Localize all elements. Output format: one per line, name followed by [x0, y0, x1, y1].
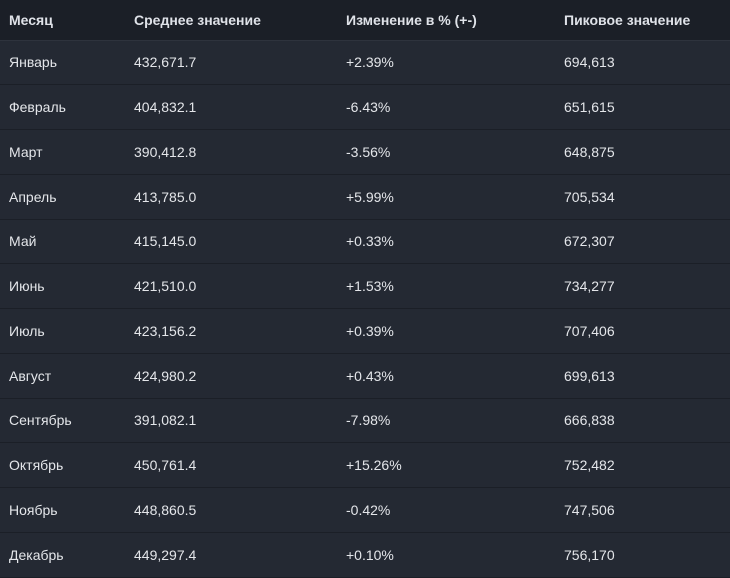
table-header: Месяц Среднее значение Изменение в % (+-…: [0, 0, 730, 41]
peak-cell: 752,482: [555, 442, 730, 488]
change-cell: -7.98%: [337, 398, 555, 444]
average-cell: 423,156.2: [125, 308, 337, 354]
month-cell: Декабрь: [0, 532, 125, 578]
month-cell: Сентябрь: [0, 398, 125, 444]
change-cell: +5.99%: [337, 174, 555, 220]
column-header-average: Среднее значение: [125, 0, 337, 41]
peak-cell: 705,534: [555, 174, 730, 220]
average-cell: 432,671.7: [125, 40, 337, 86]
change-cell: +0.39%: [337, 308, 555, 354]
change-cell: -6.43%: [337, 84, 555, 130]
peak-cell: 699,613: [555, 353, 730, 399]
month-cell: Август: [0, 353, 125, 399]
average-cell: 424,980.2: [125, 353, 337, 399]
average-cell: 390,412.8: [125, 129, 337, 175]
table-row: Май 415,145.0 +0.33% 672,307: [0, 219, 730, 265]
peak-cell: 747,506: [555, 487, 730, 533]
peak-cell: 666,838: [555, 398, 730, 444]
peak-cell: 734,277: [555, 263, 730, 309]
peak-cell: 756,170: [555, 532, 730, 578]
average-cell: 450,761.4: [125, 442, 337, 488]
table-row: Июль 423,156.2 +0.39% 707,406: [0, 308, 730, 354]
change-cell: +1.53%: [337, 263, 555, 309]
month-cell: Июнь: [0, 263, 125, 309]
table-row: Октябрь 450,761.4 +15.26% 752,482: [0, 442, 730, 488]
table-row: Сентябрь 391,082.1 -7.98% 666,838: [0, 398, 730, 444]
table-row: Декабрь 449,297.4 +0.10% 756,170: [0, 532, 730, 578]
month-cell: Апрель: [0, 174, 125, 220]
change-cell: +2.39%: [337, 40, 555, 86]
column-header-month: Месяц: [0, 0, 125, 41]
column-header-peak: Пиковое значение: [555, 0, 730, 41]
change-cell: +0.33%: [337, 219, 555, 265]
average-cell: 448,860.5: [125, 487, 337, 533]
change-cell: +0.43%: [337, 353, 555, 399]
month-cell: Февраль: [0, 84, 125, 130]
column-header-change: Изменение в % (+-): [337, 0, 555, 41]
change-cell: +0.10%: [337, 532, 555, 578]
month-cell: Январь: [0, 40, 125, 86]
table-row: Июнь 421,510.0 +1.53% 734,277: [0, 263, 730, 309]
average-cell: 413,785.0: [125, 174, 337, 220]
change-cell: +15.26%: [337, 442, 555, 488]
average-cell: 449,297.4: [125, 532, 337, 578]
peak-cell: 694,613: [555, 40, 730, 86]
peak-cell: 648,875: [555, 129, 730, 175]
header-row: Месяц Среднее значение Изменение в % (+-…: [0, 0, 730, 41]
change-cell: -3.56%: [337, 129, 555, 175]
table-row: Февраль 404,832.1 -6.43% 651,615: [0, 84, 730, 130]
change-cell: -0.42%: [337, 487, 555, 533]
peak-cell: 651,615: [555, 84, 730, 130]
month-cell: Ноябрь: [0, 487, 125, 533]
table-body: Январь 432,671.7 +2.39% 694,613 Февраль 404,8…: [0, 40, 730, 578]
month-cell: Июль: [0, 308, 125, 354]
table-row: Апрель 413,785.0 +5.99% 705,534: [0, 174, 730, 220]
month-cell: Май: [0, 219, 125, 265]
average-cell: 415,145.0: [125, 219, 337, 265]
table-row: Март 390,412.8 -3.56% 648,875: [0, 129, 730, 175]
peak-cell: 672,307: [555, 219, 730, 265]
month-cell: Март: [0, 129, 125, 175]
table-row: Январь 432,671.7 +2.39% 694,613: [0, 40, 730, 86]
average-cell: 404,832.1: [125, 84, 337, 130]
table-row: Ноябрь 448,860.5 -0.42% 747,506: [0, 487, 730, 533]
average-cell: 421,510.0: [125, 263, 337, 309]
month-cell: Октябрь: [0, 442, 125, 488]
peak-cell: 707,406: [555, 308, 730, 354]
average-cell: 391,082.1: [125, 398, 337, 444]
table-row: Август 424,980.2 +0.43% 699,613: [0, 353, 730, 399]
